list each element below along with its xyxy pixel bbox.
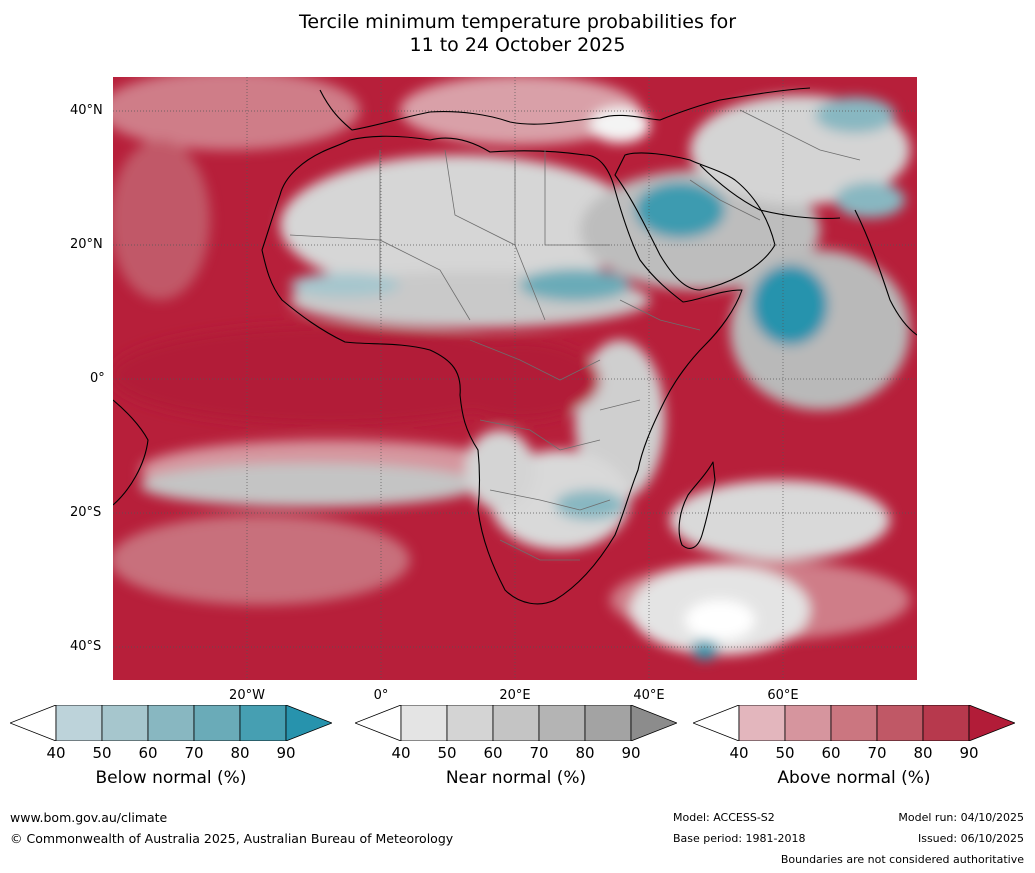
southwest-africa-grey: [465, 430, 535, 510]
colorbar-label-below-normal: Below normal (%): [95, 768, 247, 788]
colorbar-0-tick-50: 50: [92, 744, 112, 762]
colorbar-1-tick-80: 80: [575, 744, 595, 762]
colorbar-0-tick-40: 40: [46, 744, 66, 762]
persian-gulf-coastline: [699, 164, 841, 219]
colorbar-1-tick-50: 50: [437, 744, 457, 762]
coastlines: [113, 87, 917, 605]
colorbar-2-tick-70: 70: [867, 744, 887, 762]
colorbar-2-segment-1: [738, 705, 786, 741]
footer-url: www.bom.gov.au/climate: [10, 810, 168, 825]
colorbar-1-segment-5: [584, 705, 632, 741]
southeast-africa-below-normal-patch: [555, 490, 625, 520]
lon-label-40e: 40°E: [633, 688, 665, 703]
arabian-sea-below-normal-patch: [752, 265, 828, 345]
colorbar-2-tick-80: 80: [913, 744, 933, 762]
lat-label-20n: 20°N: [70, 237, 103, 252]
lat-label-40s: 40°S: [70, 639, 102, 654]
lon-label-20w: 20°W: [229, 688, 265, 703]
footer-disclaimer: Boundaries are not considered authoritat…: [780, 853, 1024, 866]
caspian-below-normal-patch: [815, 97, 895, 133]
country-borders: [289, 109, 861, 561]
map-title-line-2: 11 to 24 October 2025: [409, 34, 626, 56]
indian-ocean-grey-field: [670, 480, 890, 560]
colorbar-2-tick-40: 40: [729, 744, 749, 762]
colorbar-2-segment-5: [922, 705, 970, 741]
west-africa-below-normal-patch: [290, 273, 400, 297]
colorbar-0-tick-60: 60: [138, 744, 158, 762]
colorbar-0-tick-70: 70: [184, 744, 204, 762]
colorbar-1-min-extension: [355, 705, 402, 741]
mediterranean-white-patch: [590, 107, 650, 143]
lat-label-20s: 20°S: [70, 505, 102, 520]
colorbar-2-segment-2: [784, 705, 832, 741]
footer-model-run: Model run: 04/10/2025: [898, 811, 1024, 824]
gulf-of-guinea-red: [113, 325, 550, 425]
lon-label-0: 0°: [373, 688, 389, 703]
colorbar-0-tick-90: 90: [276, 744, 296, 762]
colorbar-below-normal: [10, 705, 332, 741]
colorbar-near-normal: [355, 705, 677, 741]
colorbar-2-segment-3: [830, 705, 878, 741]
north-atlantic-pink-field-2: [113, 140, 210, 300]
colorbar-1-tick-70: 70: [529, 744, 549, 762]
colorbar-0-segment-5: [239, 705, 287, 741]
colorbar-0-max-extension: [285, 705, 332, 741]
india-coastline: [854, 209, 917, 336]
sahara-grey-field: [280, 155, 640, 295]
south-indian-white-patch: [685, 600, 755, 640]
colorbar-label-above-normal: Above normal (%): [777, 768, 931, 788]
colorbar-2-tick-90: 90: [959, 744, 979, 762]
colorbar-1-tick-60: 60: [483, 744, 503, 762]
colorbar-2-min-extension: [693, 705, 740, 741]
colorbar-0-segment-1: [55, 705, 103, 741]
south-atlantic-grey-band: [140, 463, 480, 507]
footer-model: Model: ACCESS-S2: [673, 811, 775, 824]
colorbar-above-normal: [693, 705, 1015, 741]
colorbar-1-segment-3: [492, 705, 540, 741]
colorbar-0-min-extension: [10, 705, 57, 741]
colorbar-1-segment-4: [538, 705, 586, 741]
map-title-line-1: Tercile minimum temperature probabilitie…: [298, 11, 737, 33]
north-atlantic-pink-field: [113, 77, 360, 150]
colorbar-1-tick-40: 40: [391, 744, 411, 762]
colorbar-2-tick-60: 60: [821, 744, 841, 762]
mediterranean-pink-field: [400, 77, 640, 145]
footer-issued: Issued: 06/10/2025: [917, 832, 1024, 845]
colorbar-0-segment-3: [147, 705, 195, 741]
south-america-coastline: [113, 399, 149, 506]
arabian-sea-grey-field: [730, 250, 910, 410]
south-atlantic-pink-band: [113, 515, 410, 605]
footer-base-period: Base period: 1981-2018: [673, 832, 806, 845]
lon-label-20e: 20°E: [499, 688, 531, 703]
colorbar-2-tick-50: 50: [775, 744, 795, 762]
arabia-below-normal-patch: [635, 182, 725, 238]
probability-map: [113, 77, 917, 680]
persia-below-normal-patch: [835, 182, 905, 218]
colorbar-2-segment-4: [876, 705, 924, 741]
central-africa-red: [440, 340, 600, 420]
europe-coastline: [319, 87, 811, 131]
colorbar-1-tick-90: 90: [621, 744, 641, 762]
sahel-below-normal-patch: [520, 269, 630, 301]
colorbar-label-near-normal: Near normal (%): [445, 768, 587, 788]
colorbar-1-max-extension: [630, 705, 677, 741]
colorbar-1-segment-2: [446, 705, 494, 741]
footer-copyright: © Commonwealth of Australia 2025, Austra…: [10, 831, 454, 846]
lon-label-60e: 60°E: [767, 688, 799, 703]
colorbar-1-segment-1: [400, 705, 448, 741]
arabia-coastline: [614, 152, 776, 291]
madagascar-coastline: [678, 461, 716, 549]
africa-coastline: [261, 135, 743, 605]
colorbar-0-segment-4: [193, 705, 241, 741]
lat-label-40n: 40°N: [70, 103, 103, 118]
lat-label-equator: 0°: [90, 371, 105, 386]
southern-ocean-below-normal-patch: [691, 640, 719, 660]
colorbar-0-tick-80: 80: [230, 744, 250, 762]
colorbar-0-segment-2: [101, 705, 149, 741]
colorbar-2-max-extension: [968, 705, 1015, 741]
